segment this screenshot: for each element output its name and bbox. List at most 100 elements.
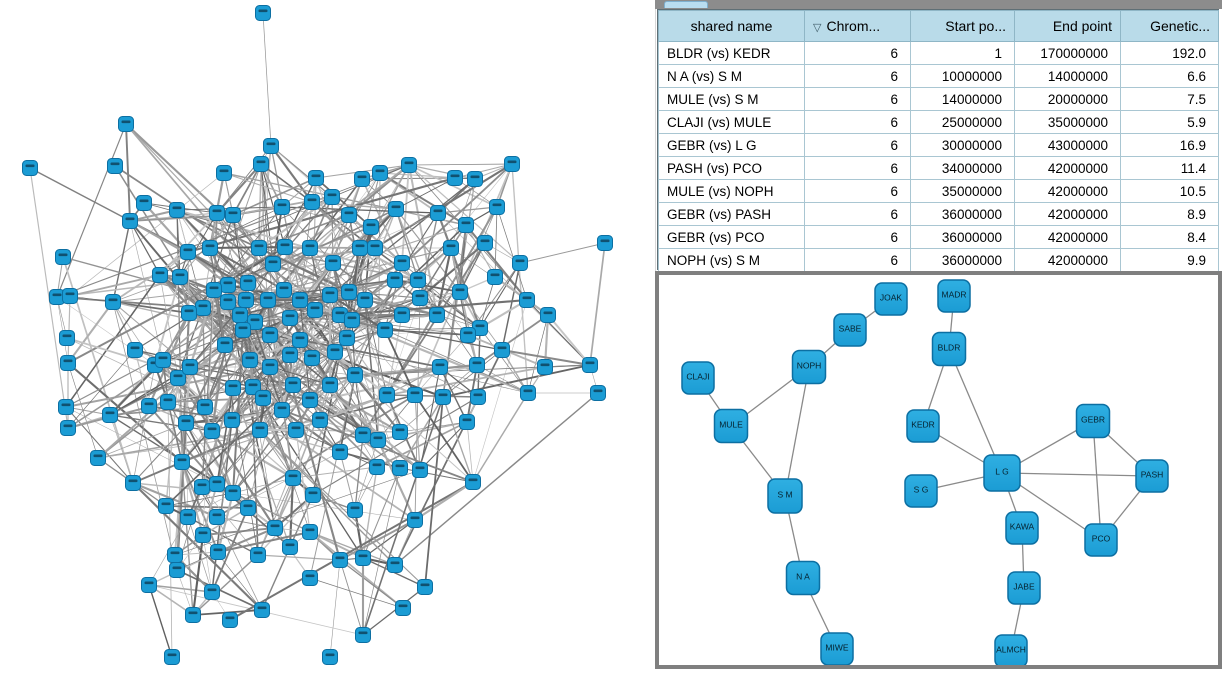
network-node[interactable] xyxy=(217,337,233,353)
network-node[interactable] xyxy=(204,423,220,439)
network-edge[interactable] xyxy=(376,421,468,468)
network-edge[interactable] xyxy=(414,394,474,483)
network-node[interactable] xyxy=(355,627,371,643)
network-edge[interactable] xyxy=(224,339,301,346)
network-edge[interactable] xyxy=(132,461,183,484)
network-edge[interactable] xyxy=(501,262,521,351)
network-node[interactable] xyxy=(267,520,283,536)
network-edge[interactable] xyxy=(211,430,294,479)
network-node[interactable] xyxy=(60,355,76,371)
network-node[interactable] xyxy=(136,195,152,211)
network-edge[interactable] xyxy=(232,177,317,216)
network-node[interactable] xyxy=(282,347,298,363)
network-edge[interactable] xyxy=(125,123,291,319)
network-edge[interactable] xyxy=(472,299,528,483)
table-cell[interactable]: 42000000 xyxy=(1014,225,1121,249)
network-edge[interactable] xyxy=(309,374,356,579)
network-edge[interactable] xyxy=(65,274,161,408)
network-node[interactable] xyxy=(169,562,185,578)
network-edge[interactable] xyxy=(331,196,334,264)
node-S-M[interactable]: S M xyxy=(767,478,803,514)
network-edge[interactable] xyxy=(295,429,311,533)
network-edge[interactable] xyxy=(348,214,403,264)
network-edge[interactable] xyxy=(442,364,591,398)
network-edge[interactable] xyxy=(386,366,441,396)
network-edge[interactable] xyxy=(259,429,314,496)
network-edge[interactable] xyxy=(384,329,416,396)
table-row[interactable]: BLDR (vs) KEDR 6 1 170000000 192.0 xyxy=(658,41,1219,65)
node-BLDR[interactable]: BLDR xyxy=(931,331,967,367)
network-node[interactable] xyxy=(435,389,451,405)
network-edge[interactable] xyxy=(274,279,396,529)
network-edge[interactable] xyxy=(65,406,218,485)
network-edge[interactable] xyxy=(259,384,331,431)
network-edge[interactable] xyxy=(109,414,213,432)
table-row[interactable]: GEBR (vs) PASH 6 36000000 42000000 8.9 xyxy=(658,202,1219,226)
table-cell[interactable]: 8.9 xyxy=(1120,202,1219,226)
network-node[interactable] xyxy=(469,357,485,373)
network-edge[interactable] xyxy=(374,247,461,293)
network-node[interactable] xyxy=(332,444,348,460)
network-node[interactable] xyxy=(235,322,251,338)
network-node[interactable] xyxy=(158,498,174,514)
table-row[interactable]: PASH (vs) PCO 6 34000000 42000000 11.4 xyxy=(658,156,1219,180)
network-node[interactable] xyxy=(238,292,254,308)
network-edge[interactable] xyxy=(364,247,376,301)
network-node[interactable] xyxy=(470,389,486,405)
network-edge[interactable] xyxy=(223,172,350,216)
network-node[interactable] xyxy=(182,359,198,375)
network-edge[interactable] xyxy=(384,329,469,336)
network-edge[interactable] xyxy=(67,301,114,364)
network-node[interactable] xyxy=(197,399,213,415)
network-node[interactable] xyxy=(232,307,248,323)
network-edge[interactable] xyxy=(377,439,416,521)
table-cell[interactable]: 8.4 xyxy=(1120,225,1219,249)
node-JABE[interactable]: JABE xyxy=(1007,571,1041,605)
network-edge[interactable] xyxy=(384,279,419,331)
network-edge[interactable] xyxy=(394,349,503,566)
network-edge[interactable] xyxy=(167,401,183,463)
network-node[interactable] xyxy=(292,332,308,348)
network-node[interactable] xyxy=(245,379,261,395)
network-edge[interactable] xyxy=(148,584,213,593)
network-node[interactable] xyxy=(537,359,553,375)
network-edge[interactable] xyxy=(65,406,134,484)
network-node[interactable] xyxy=(288,422,304,438)
network-edge[interactable] xyxy=(56,296,69,364)
node-KEDR[interactable]: KEDR xyxy=(906,409,940,443)
network-node[interactable] xyxy=(307,302,323,318)
network-edge[interactable] xyxy=(162,329,244,361)
table-cell[interactable]: NOPH (vs) S M xyxy=(658,248,805,272)
network-edge[interactable] xyxy=(437,206,498,214)
network-edge[interactable] xyxy=(476,364,529,394)
table-cell[interactable]: 6 xyxy=(804,156,911,180)
network-edge[interactable] xyxy=(162,359,234,389)
network-edge[interactable] xyxy=(202,483,218,536)
network-node[interactable] xyxy=(394,255,410,271)
network-edge[interactable] xyxy=(401,291,461,316)
network-edge[interactable] xyxy=(309,577,404,609)
network-node[interactable] xyxy=(410,272,426,288)
network-edge[interactable] xyxy=(185,344,226,424)
table-cell[interactable]: 6 xyxy=(804,64,911,88)
network-node[interactable] xyxy=(357,292,373,308)
network-node[interactable] xyxy=(141,577,157,593)
network-node[interactable] xyxy=(597,235,613,251)
network-edge[interactable] xyxy=(224,314,403,346)
network-node[interactable] xyxy=(172,269,188,285)
network-node[interactable] xyxy=(302,524,318,540)
network-edge[interactable] xyxy=(283,247,361,291)
network-node[interactable] xyxy=(195,300,211,316)
network-edge[interactable] xyxy=(362,467,401,636)
network-node[interactable] xyxy=(285,470,301,486)
network-edge[interactable] xyxy=(65,366,271,408)
network-node[interactable] xyxy=(292,292,308,308)
network-node[interactable] xyxy=(160,394,176,410)
network-node[interactable] xyxy=(465,474,481,490)
network-node[interactable] xyxy=(347,367,363,383)
network-node[interactable] xyxy=(167,547,183,563)
network-node[interactable] xyxy=(210,544,226,560)
network-edge[interactable] xyxy=(179,212,218,278)
network-node[interactable] xyxy=(206,282,222,298)
network-node[interactable] xyxy=(347,502,363,518)
